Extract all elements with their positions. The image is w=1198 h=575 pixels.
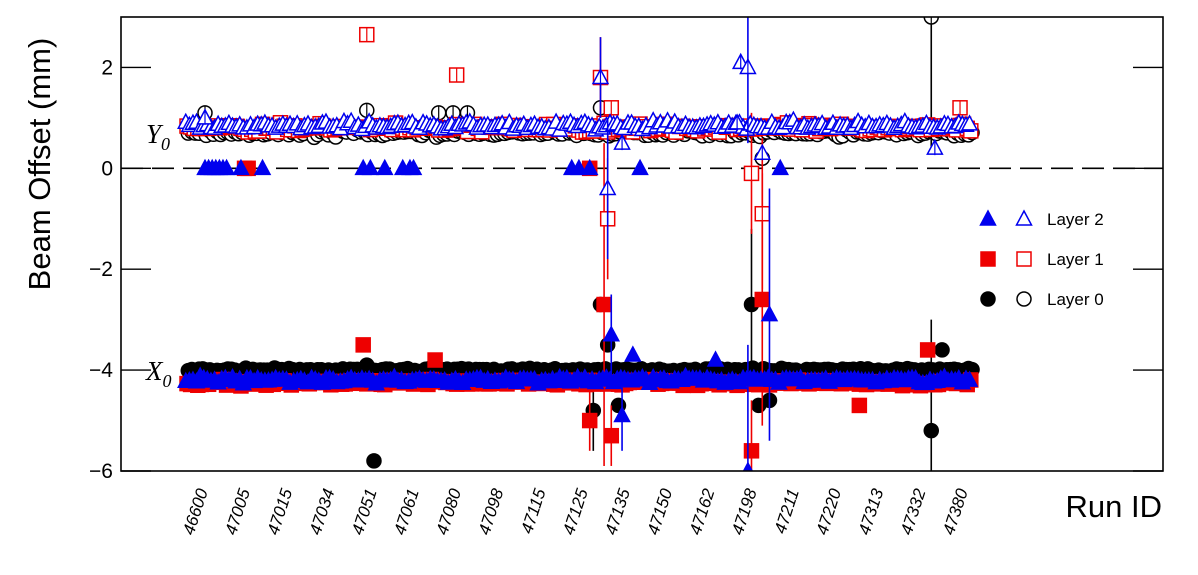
x0-outlier <box>355 337 371 353</box>
y0-point <box>960 114 979 131</box>
x0-outlier <box>581 412 598 429</box>
legend-marker-open <box>1015 209 1033 226</box>
x-tick-label: 47080 <box>432 486 465 537</box>
annotation-subscript: 0 <box>163 371 172 391</box>
y-tick-label: −4 <box>89 359 113 382</box>
plot-frame <box>120 16 1164 472</box>
x0-outlier <box>919 342 936 358</box>
x0-outlier <box>743 443 760 459</box>
x-tick-label: 47115 <box>517 486 549 536</box>
series-triangle <box>177 17 979 471</box>
x0-outlier <box>706 350 725 367</box>
x0-outlier <box>602 325 621 342</box>
x-tick-label: 46600 <box>179 486 212 537</box>
legend-marker-filled <box>980 251 996 267</box>
series-circle <box>180 17 980 471</box>
x-tick-label: 47098 <box>475 486 508 537</box>
legend-marker-open <box>1016 251 1032 267</box>
x-tick-label: 47332 <box>897 486 930 537</box>
x-tick-label: 47162 <box>686 486 719 537</box>
y-axis-title: Beam Offset (mm) <box>22 38 57 291</box>
x0-outlier <box>851 397 868 414</box>
legend: Layer 2 Layer 1 Layer 0 <box>979 209 1104 309</box>
x0-outlier <box>923 422 940 439</box>
x0-outlier <box>427 352 443 368</box>
zero-point <box>232 158 250 176</box>
x-tick-label: 47061 <box>390 486 423 537</box>
zero-point <box>570 158 588 176</box>
y-tick-label: −2 <box>89 258 113 281</box>
zero-point <box>376 158 394 176</box>
x0-point <box>960 370 979 387</box>
zero-point <box>580 158 599 176</box>
x-tick-label: 47015 <box>264 486 297 537</box>
x-tick-label: 47313 <box>855 486 888 537</box>
x-tick-label: 47220 <box>812 486 845 537</box>
x0-outlier <box>613 405 631 423</box>
x-tick-label: 47198 <box>728 486 761 537</box>
legend-label: Layer 2 <box>1047 210 1104 229</box>
x-tick-label: 47005 <box>221 486 254 537</box>
zero-point <box>631 158 649 176</box>
annotation-label: X0 <box>145 356 172 391</box>
x-tick-label: 47135 <box>601 486 634 537</box>
x-tick-label: 47150 <box>644 486 677 537</box>
x-tick-label: 47380 <box>939 486 972 537</box>
legend-label: Layer 0 <box>1047 290 1104 309</box>
x-axis-title: Run ID <box>1066 489 1162 524</box>
zero-point <box>217 158 236 176</box>
x0-outlier <box>603 427 620 444</box>
annotation-subscript: 0 <box>161 134 170 154</box>
zero-point <box>404 158 423 176</box>
y-tick-labels: −6 −4 −2 0 2 <box>89 56 113 483</box>
x0-outlier <box>742 461 754 471</box>
legend-marker-open <box>1016 291 1032 307</box>
x0-outlier <box>596 296 612 313</box>
x0-outlier <box>760 305 779 322</box>
x-tick-label: 47034 <box>306 486 339 537</box>
x0-outlier <box>934 342 950 358</box>
annotation-label: Y0 <box>146 119 170 154</box>
x0-outlier <box>624 345 642 362</box>
legend-marker-filled <box>979 209 997 226</box>
data-points <box>177 17 980 471</box>
zero-point <box>253 158 272 176</box>
x-tick-labels: 46600 47005 47015 47034 47051 47061 47080 47098… <box>179 486 972 537</box>
x0-outlier <box>754 291 771 308</box>
y-tick-label: 0 <box>101 157 113 180</box>
y-tick-label: −6 <box>89 460 113 483</box>
zero-point <box>771 158 790 176</box>
x-tick-label: 47051 <box>348 486 381 537</box>
y-tick-label: 2 <box>101 56 113 79</box>
series-square <box>179 26 979 471</box>
x0-outlier <box>366 453 382 469</box>
x0-outlier <box>359 357 375 373</box>
annotations: Y0 X0 <box>145 119 172 391</box>
zero-point <box>361 158 380 176</box>
x-tick-label: 47125 <box>559 486 592 537</box>
legend-marker-filled <box>980 291 996 307</box>
x-tick-label: 47211 <box>771 486 803 536</box>
legend-label: Layer 1 <box>1047 250 1104 269</box>
